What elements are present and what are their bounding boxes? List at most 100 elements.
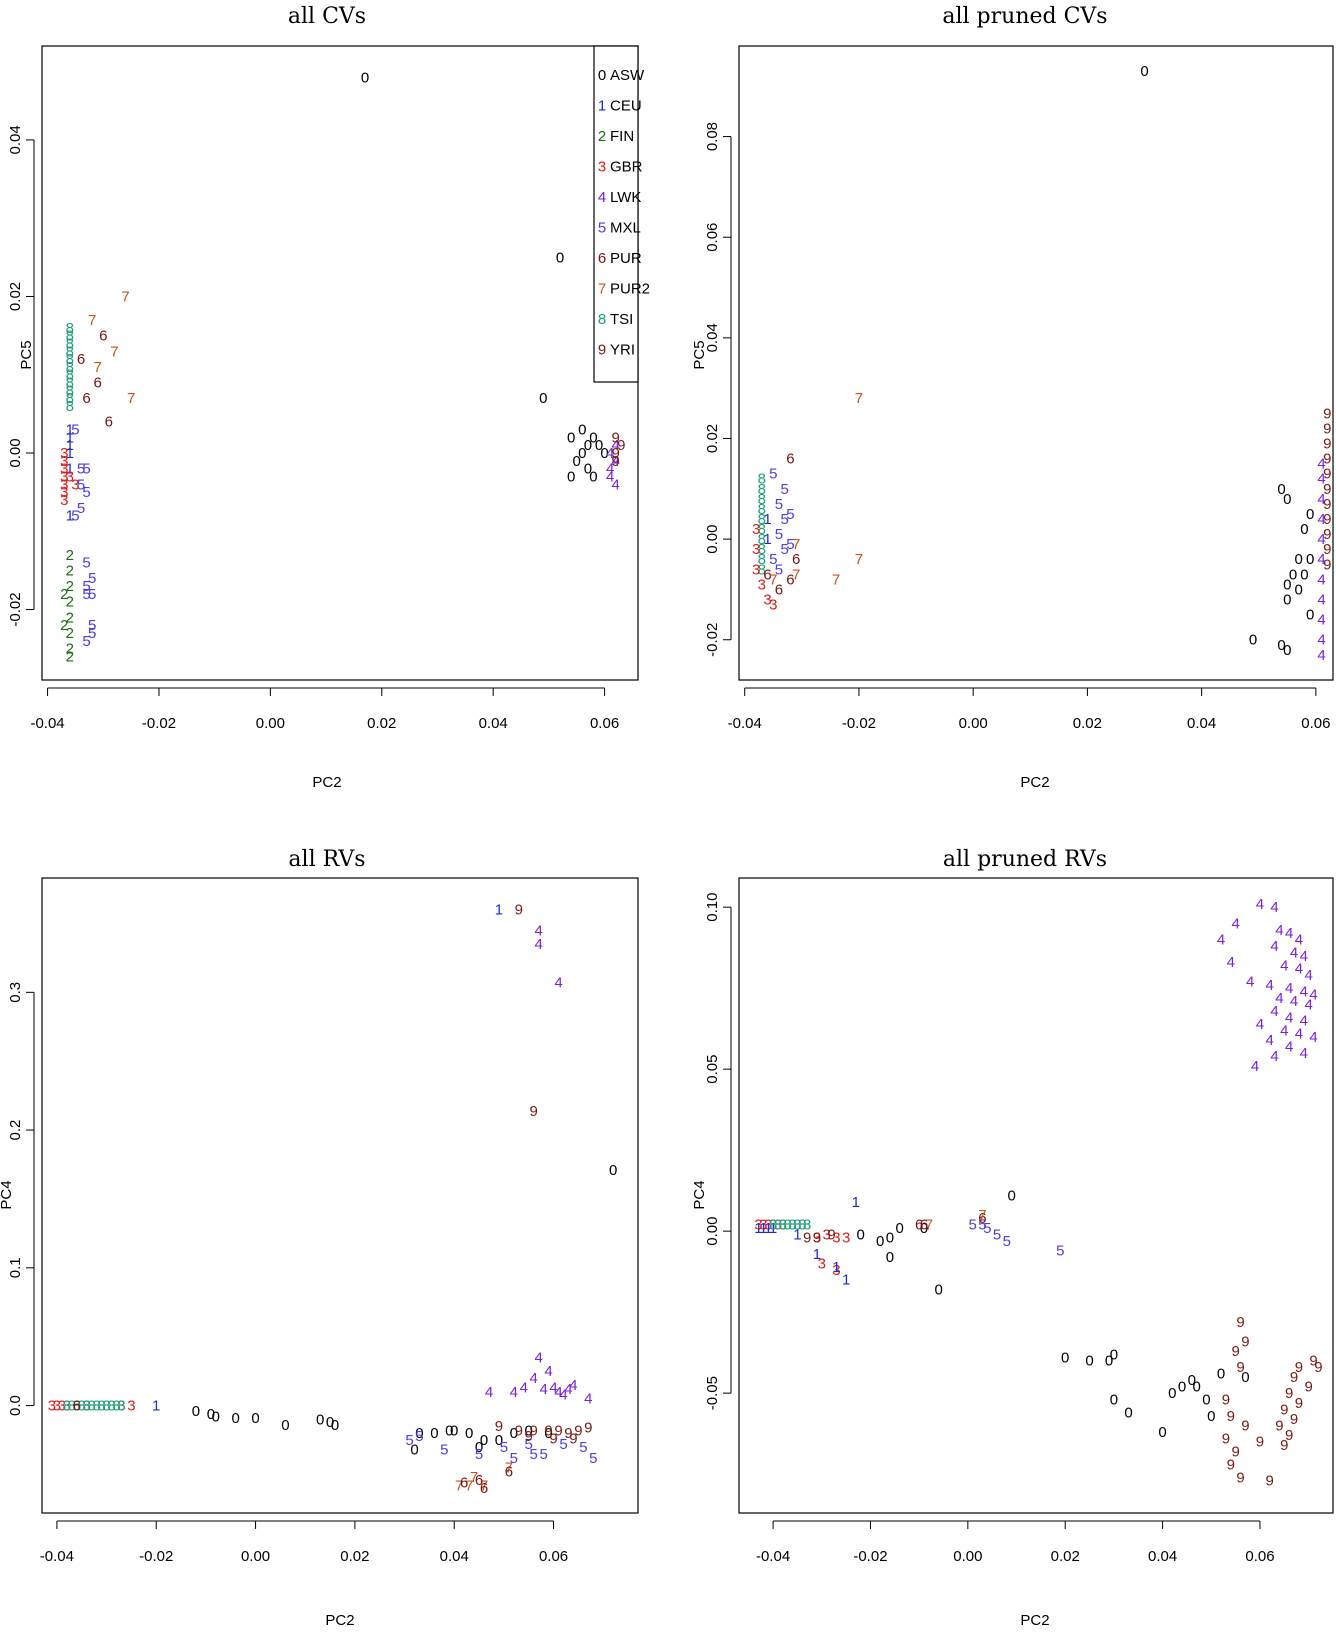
data-point: 9: [1323, 526, 1331, 543]
data-point: 5: [525, 1436, 533, 1453]
data-point: 4: [1317, 591, 1325, 608]
data-point: 3: [60, 445, 68, 462]
data-point: 5: [769, 466, 777, 483]
data-point: 5: [500, 1439, 508, 1456]
data-point: 3: [754, 1217, 762, 1234]
y-tick-label: 0.06: [704, 223, 721, 252]
data-point: 3: [813, 1230, 821, 1247]
data-point: 9: [1266, 1473, 1274, 1490]
data-point: 5: [781, 511, 789, 528]
data-point: 3: [48, 1398, 56, 1415]
data-point: 2: [66, 641, 74, 658]
data-point: 9: [584, 1420, 592, 1437]
data-point: 9: [549, 1431, 557, 1448]
data-point: 4: [1309, 987, 1317, 1004]
y-tick-label: 0.08: [704, 122, 721, 151]
plot-frame: [41, 45, 639, 681]
data-point: 4: [1295, 932, 1303, 949]
data-point: 0: [567, 468, 575, 485]
data-point: 4: [1304, 996, 1312, 1013]
data-point: 6: [786, 451, 794, 468]
data-point: 0: [589, 429, 597, 446]
data-point: 9: [1236, 1469, 1244, 1486]
data-point: 7: [455, 1477, 463, 1494]
data-point: 0: [281, 1417, 289, 1434]
data-point: 8: [758, 551, 766, 568]
data-point: 7: [855, 390, 863, 407]
data-point: 0: [1207, 1408, 1215, 1425]
data-point: 3: [764, 1217, 772, 1234]
data-point: 9: [612, 445, 620, 462]
y-tick-label: 0.00: [704, 525, 721, 554]
data-point: 8: [63, 1398, 71, 1415]
x-tick-label: 0.00: [256, 715, 285, 732]
data-point: 1: [813, 1246, 821, 1263]
data-point: 5: [82, 633, 90, 650]
data-point: 5: [405, 1432, 413, 1449]
data-point: 9: [1285, 1427, 1293, 1444]
data-point: 9: [530, 1422, 538, 1439]
data-point: 0: [584, 437, 592, 454]
data-point: 0: [1283, 576, 1291, 593]
data-point: 4: [1290, 945, 1298, 962]
data-point: 5: [82, 586, 90, 603]
data-point: 0: [1249, 632, 1257, 649]
data-point: 4: [1317, 456, 1325, 473]
data-point: 6: [763, 566, 771, 583]
data-point: 0: [1110, 1392, 1118, 1409]
data-point: 0: [1158, 1424, 1166, 1441]
data-point: 4: [1317, 571, 1325, 588]
data-point: 0: [1283, 491, 1291, 508]
data-point: 4: [1217, 932, 1225, 949]
x-axis-label: PC2: [312, 774, 341, 791]
legend-label: YRI: [610, 342, 635, 359]
data-point: 8: [758, 541, 766, 558]
data-point: 9: [564, 1425, 572, 1442]
data-point: 6: [915, 1217, 923, 1234]
data-point: 8: [66, 359, 74, 376]
data-point: 0: [331, 1417, 339, 1434]
data-point: 9: [1256, 1434, 1264, 1451]
data-point: 7: [769, 571, 777, 588]
data-point: 9: [544, 1422, 552, 1439]
data-point: 3: [752, 521, 760, 538]
data-point: 5: [1003, 1233, 1011, 1250]
data-point: 8: [68, 1398, 76, 1415]
data-point: 4: [1317, 471, 1325, 488]
data-point: 3: [63, 1398, 71, 1415]
legend-label: PUR: [610, 250, 642, 267]
data-point: 4: [612, 476, 620, 493]
data-point: 3: [60, 468, 68, 485]
data-point: 9: [1290, 1411, 1298, 1428]
data-point: 4: [1317, 531, 1325, 548]
data-point: 0: [584, 461, 592, 478]
data-point: 4: [554, 975, 562, 992]
data-point: 8: [66, 328, 74, 345]
data-point: 0: [1295, 551, 1303, 568]
data-point: 4: [534, 936, 542, 953]
data-point: 6: [786, 571, 794, 588]
data-point: 9: [1323, 511, 1331, 528]
y-tick-label: 0.02: [7, 282, 24, 311]
data-point: 9: [554, 1422, 562, 1439]
data-point: 8: [758, 561, 766, 578]
data-point: 9: [1236, 1314, 1244, 1331]
data-point: 3: [60, 461, 68, 478]
data-point: 8: [788, 1217, 796, 1234]
data-point: 5: [993, 1226, 1001, 1243]
data-point: 3: [53, 1398, 61, 1415]
data-point: 6: [505, 1464, 513, 1481]
x-tick-label: 0.00: [241, 1548, 270, 1565]
y-axis-label: PC5: [18, 340, 35, 369]
data-point: 7: [110, 343, 118, 360]
data-point: 0: [544, 1425, 552, 1442]
data-point: 9: [1241, 1418, 1249, 1435]
data-point: 9: [617, 437, 625, 454]
data-point: 9: [1222, 1392, 1230, 1409]
data-point: 0: [1241, 1369, 1249, 1386]
data-point: 7: [480, 1477, 488, 1494]
data-point: 1: [793, 1226, 801, 1243]
data-point: 0: [326, 1414, 334, 1431]
data-point: 0: [600, 445, 608, 462]
data-point: 9: [1231, 1443, 1239, 1460]
